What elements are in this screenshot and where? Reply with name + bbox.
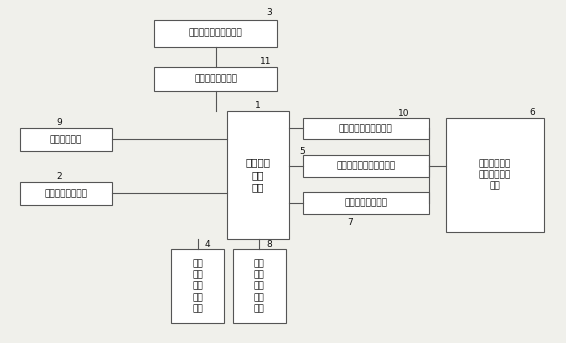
FancyBboxPatch shape [303,155,428,177]
Text: 数据实时采集模块: 数据实时采集模块 [44,189,87,198]
Text: 开关跳闸管理模块: 开关跳闸管理模块 [344,198,387,207]
Text: 瞬时电流波形
曲线自动截图
模块: 瞬时电流波形 曲线自动截图 模块 [478,159,511,190]
FancyBboxPatch shape [154,67,277,91]
FancyBboxPatch shape [233,249,286,323]
FancyBboxPatch shape [303,192,428,214]
Text: 5: 5 [300,147,306,156]
Text: 1: 1 [255,101,261,110]
FancyBboxPatch shape [171,249,224,323]
Text: 实时
焊接
电流
分析
模块: 实时 焊接 电流 分析 模块 [192,260,203,313]
Text: 9: 9 [56,118,62,127]
Text: 10: 10 [398,109,409,118]
FancyBboxPatch shape [20,182,112,205]
Text: 实时曲线绘图驱动: 实时曲线绘图驱动 [194,74,237,83]
Text: 6: 6 [530,108,535,117]
Text: 数据存储实时处理模块: 数据存储实时处理模块 [339,124,393,133]
Text: 7: 7 [348,218,353,227]
Text: 电流分级别策略管理模块: 电流分级别策略管理模块 [336,161,395,170]
FancyBboxPatch shape [227,111,289,239]
FancyBboxPatch shape [20,128,112,151]
Text: 参数配置模块: 参数配置模块 [50,135,82,144]
Text: 波形
曲线
自主
学习
模块: 波形 曲线 自主 学习 模块 [254,260,264,313]
Text: 实时曲线绘图驱动模块: 实时曲线绘图驱动模块 [189,29,243,38]
Text: 3: 3 [266,8,272,17]
Text: 8: 8 [266,240,272,249]
Text: 综合核心
管理
模块: 综合核心 管理 模块 [245,157,271,192]
FancyBboxPatch shape [303,118,428,140]
FancyBboxPatch shape [154,20,277,47]
Text: 11: 11 [260,57,272,66]
FancyBboxPatch shape [445,118,543,232]
Text: 4: 4 [204,240,210,249]
Text: 2: 2 [56,172,62,181]
